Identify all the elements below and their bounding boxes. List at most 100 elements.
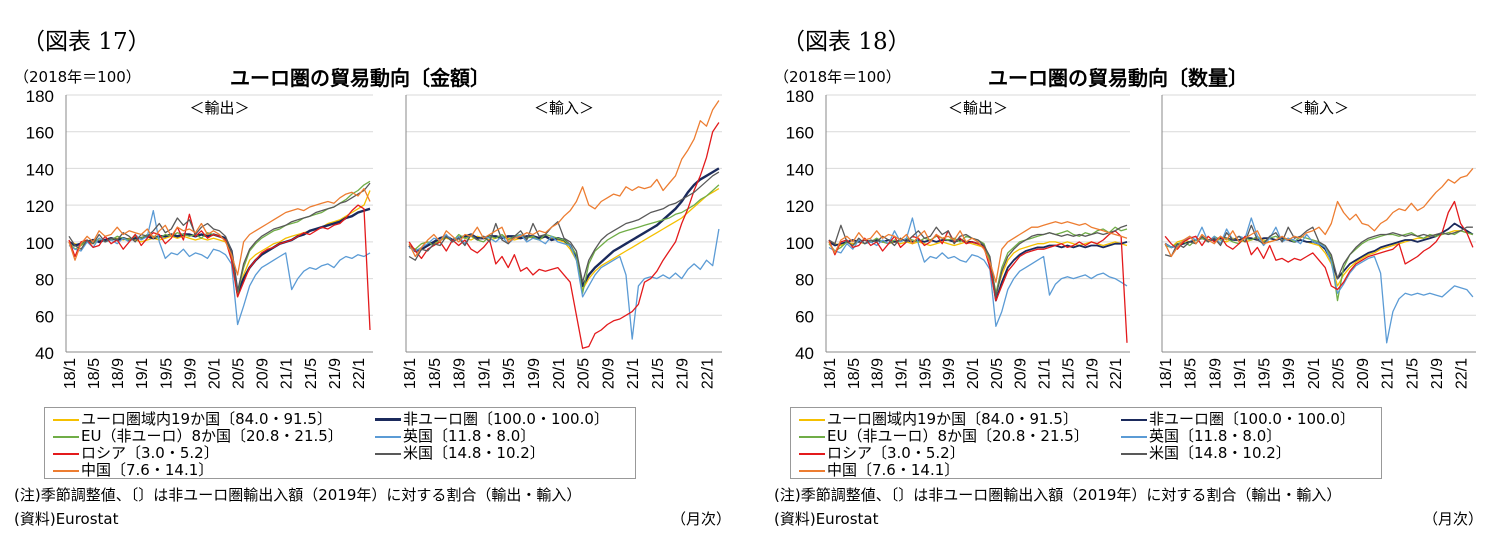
series-line-eu8 <box>408 184 720 294</box>
series-line-eu8 <box>828 226 1128 294</box>
source-note: (資料)Eurostat <box>14 510 119 528</box>
legend-label: 英国〔11.8・8.0〕 <box>403 427 536 445</box>
x-tick-label: 19/9 <box>526 358 543 389</box>
legend-item-uk: 英国〔11.8・8.0〕 <box>375 428 535 445</box>
x-tick-label: 21/5 <box>1404 358 1421 389</box>
footnote: (注)季節調整値、〔〕は非ユーロ圏輸出入額（2019年）に対する割合（輸出・輸入… <box>14 486 582 504</box>
x-tick-label: 19/5 <box>158 358 175 389</box>
x-tick-label: 22/1 <box>1108 358 1125 389</box>
series-line-uk <box>68 209 371 326</box>
legend-label: 中国〔7.6・14.1〕 <box>827 461 960 479</box>
panel-label: ＜輸入＞ <box>534 99 594 117</box>
panel-exports: ＜輸出＞ 18/1 18/5 18/9 19/1 19/5 19/9 20/1 20/5 20/9… <box>822 94 1130 389</box>
legend-label: ロシア〔3.0・5.2〕 <box>81 444 219 462</box>
x-tick-label: 22/1 <box>1454 358 1471 389</box>
panel-imports: ＜輸入＞ 18/1 18/5 18/9 19/1 19/5 19/9 20/1 20/5 20/9… <box>1158 94 1476 389</box>
x-tick-label: 19/5 <box>917 358 934 389</box>
x-tick-label: 18/1 <box>822 358 839 389</box>
x-tick-label: 18/1 <box>1158 358 1175 389</box>
x-tick-label: 18/5 <box>86 358 103 389</box>
legend-swatch <box>1121 418 1147 421</box>
legend-item-uk: 英国〔11.8・8.0〕 <box>1121 428 1281 445</box>
series-line-cn <box>828 221 1128 283</box>
y-tick-label: 40 <box>35 344 54 363</box>
y-tick-label: 60 <box>795 307 814 326</box>
series-line-ez19 <box>68 190 371 298</box>
legend-swatch <box>799 452 825 455</box>
legend-swatch <box>375 418 401 421</box>
series-line-ez19 <box>828 239 1128 294</box>
x-tick-label: 20/5 <box>231 358 248 389</box>
y-tick-label: 100 <box>26 234 54 253</box>
x-tick-label: 19/9 <box>1281 358 1298 389</box>
legend-label: 非ユーロ圏〔100.0・100.0〕 <box>1149 410 1355 428</box>
x-tick-label: 20/1 <box>551 358 568 389</box>
x-tick-label: 22/1 <box>351 358 368 389</box>
y-tick-label: 140 <box>26 160 54 179</box>
legend-swatch <box>799 469 825 472</box>
legend-swatch <box>375 435 401 438</box>
x-tick-label: 18/5 <box>846 358 863 389</box>
x-tick-label: 19/1 <box>134 358 151 389</box>
series-line-cn <box>68 187 371 276</box>
y-tick-label: 120 <box>26 197 54 216</box>
x-tick-label: 21/9 <box>675 358 692 389</box>
series-line-ru <box>68 204 371 331</box>
y-tick-label: 140 <box>786 160 814 179</box>
figure-label: （図表 18） <box>782 29 911 55</box>
legend: ユーロ圏域内19か国〔84.0・91.5〕 非ユーロ圏〔100.0・100.0〕 E… <box>44 407 636 479</box>
chart-title: ユーロ圏の貿易動向〔金額〕 <box>230 66 490 90</box>
legend-item-cn: 中国〔7.6・14.1〕 <box>53 462 213 479</box>
source-note: (資料)Eurostat <box>774 510 879 528</box>
y-tick-label: 120 <box>786 197 814 216</box>
y-tick-label: 60 <box>35 307 54 326</box>
y-tick-label: 80 <box>795 271 814 290</box>
x-tick-label: 18/9 <box>110 358 127 389</box>
x-tick-label: 21/1 <box>279 358 296 389</box>
legend-swatch <box>53 418 79 421</box>
x-tick-label: 20/9 <box>600 358 617 389</box>
legend-item-nonez: 非ユーロ圏〔100.0・100.0〕 <box>375 411 609 428</box>
x-tick-label: 18/1 <box>402 358 419 389</box>
x-tick-label: 21/1 <box>1037 358 1054 389</box>
y-tick-label: 160 <box>26 124 54 143</box>
panel-label: ＜輸出＞ <box>948 99 1008 117</box>
panel-exports: ＜輸出＞ 18/1 18/5 18/9 19/1 19/5 19/9 20/1 20/5 20/9… <box>62 94 373 389</box>
figure-label: （図表 17） <box>22 29 151 55</box>
x-tick-label: 21/9 <box>1084 358 1101 389</box>
x-tick-label: 22/1 <box>700 358 717 389</box>
x-tick-label: 18/1 <box>62 358 79 389</box>
x-tick-label: 19/9 <box>182 358 199 389</box>
x-tick-label: 20/9 <box>255 358 272 389</box>
x-tick-label: 21/9 <box>327 358 344 389</box>
legend-item-us: 米国〔14.8・10.2〕 <box>375 445 545 462</box>
x-tick-label: 18/9 <box>870 358 887 389</box>
x-tick-label: 20/1 <box>206 358 223 389</box>
x-tick-label: 19/5 <box>1257 358 1274 389</box>
series-line-us <box>68 182 371 293</box>
figure-17: （図表 17） （2018年＝100） ユーロ圏の貿易動向〔金額〕 40 60 80… <box>0 0 745 554</box>
series-line-cn <box>408 100 720 258</box>
chart-value: 40 60 80 100 120 140 160 180 ＜輸出＞ 18/1 18/5 18/9 19/… <box>26 87 722 389</box>
legend-item-eu8: EU（非ユーロ）8か国〔20.8・21.5〕 <box>799 428 1089 445</box>
x-tick-label: 20/5 <box>989 358 1006 389</box>
legend-label: ユーロ圏域内19か国〔84.0・91.5〕 <box>81 410 332 428</box>
x-tick-label: 20/1 <box>965 358 982 389</box>
series-line-us <box>1164 224 1473 280</box>
series-line-nonez <box>408 167 720 288</box>
series-line-us <box>408 171 720 283</box>
x-tick-label: 21/1 <box>625 358 642 389</box>
series-line-nonez <box>1164 222 1474 280</box>
x-tick-label: 18/5 <box>427 358 444 389</box>
frequency-note: （月次） <box>670 510 731 528</box>
base-year-note: （2018年＝100） <box>774 68 901 86</box>
y-tick-label: 40 <box>795 344 814 363</box>
x-tick-label: 21/5 <box>1060 358 1077 389</box>
legend-label: EU（非ユーロ）8か国〔20.8・21.5〕 <box>81 427 343 445</box>
legend-item-ru: ロシア〔3.0・5.2〕 <box>53 445 219 462</box>
legend-item-nonez: 非ユーロ圏〔100.0・100.0〕 <box>1121 411 1355 428</box>
x-tick-label: 19/1 <box>476 358 493 389</box>
legend-swatch <box>53 435 79 438</box>
frequency-note: （月次） <box>1422 510 1483 528</box>
legend-swatch <box>799 418 825 421</box>
